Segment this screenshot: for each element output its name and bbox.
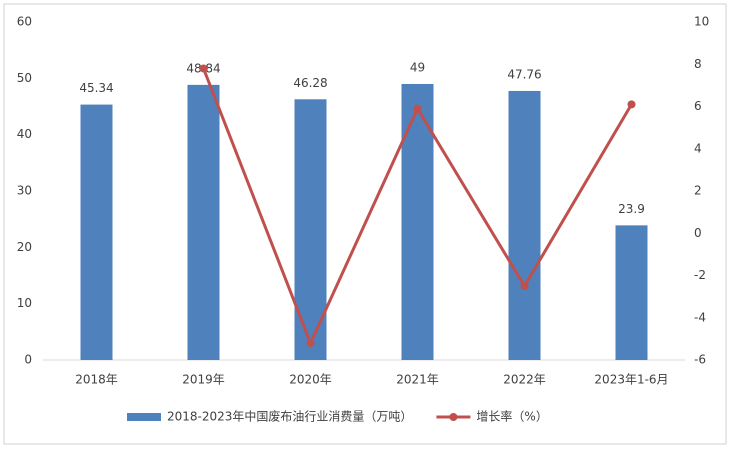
value-label: 23.9 — [618, 202, 645, 216]
y-tick-label: 10 — [17, 296, 32, 310]
x-tick-label: 2020年 — [289, 373, 332, 387]
y-tick-label: 30 — [17, 184, 32, 198]
bar — [187, 84, 220, 361]
y2-tick-label: -2 — [694, 268, 706, 282]
value-label: 49 — [410, 60, 425, 74]
x-tick-label: 2019年 — [182, 373, 225, 387]
y-tick-label: 0 — [24, 353, 32, 367]
legend-swatch — [127, 413, 161, 421]
y2-tick-label: 0 — [694, 226, 702, 240]
legend-label: 增长率（%） — [476, 409, 547, 424]
y2-tick-label: -6 — [694, 353, 706, 367]
line-marker — [627, 100, 636, 109]
line-marker — [413, 104, 422, 113]
bar — [508, 90, 541, 361]
value-label: 46.28 — [293, 76, 327, 90]
x-tick-label: 2023年1-6月 — [594, 373, 668, 387]
y-tick-label: 60 — [17, 15, 32, 29]
y-tick-label: 20 — [17, 240, 32, 254]
x-tick-label: 2021年 — [396, 373, 439, 387]
y2-tick-label: -4 — [694, 310, 706, 324]
x-tick-label: 2022年 — [503, 373, 546, 387]
legend-label: 2018-2023年中国废布油行业消费量（万吨） — [167, 409, 412, 424]
line-marker — [199, 64, 208, 73]
line-marker — [520, 282, 529, 291]
legend-swatch-marker — [449, 413, 458, 421]
y-tick-label: 40 — [17, 127, 32, 141]
y2-tick-label: 6 — [694, 99, 702, 113]
y2-tick-label: 10 — [694, 15, 709, 29]
x-tick-label: 2018年 — [75, 373, 118, 387]
y-tick-label: 50 — [17, 71, 32, 85]
value-label: 45.34 — [79, 81, 113, 95]
bar — [615, 225, 648, 360]
y2-tick-label: 4 — [694, 141, 702, 155]
y2-tick-label: 2 — [694, 184, 702, 198]
y2-tick-label: 8 — [694, 57, 702, 71]
bar — [80, 104, 113, 361]
value-label: 47.76 — [507, 67, 541, 81]
line-marker — [306, 339, 315, 348]
